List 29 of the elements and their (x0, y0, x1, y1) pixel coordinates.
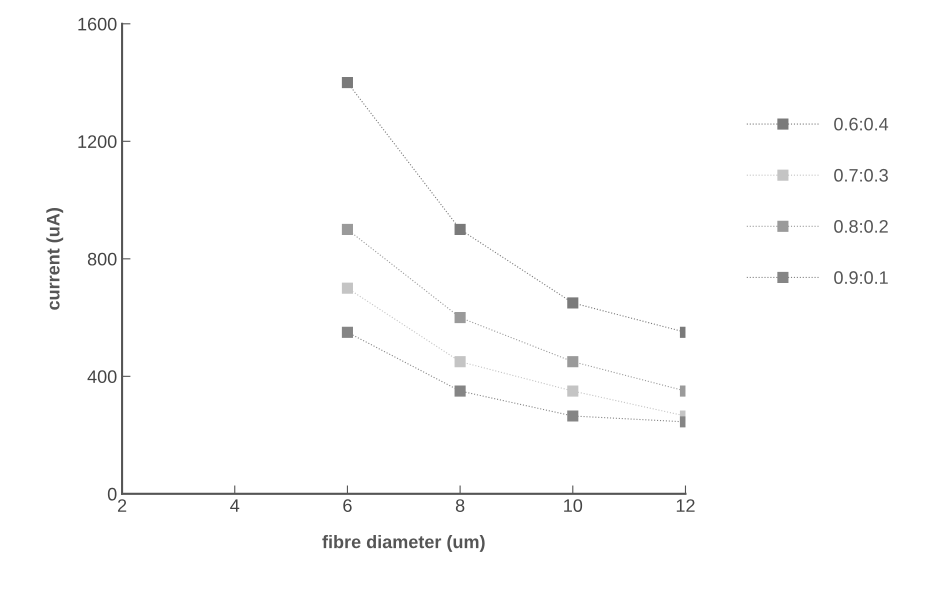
point (342, 326, 353, 338)
y-axis-title: current (uA) (46, 208, 64, 310)
x-tick-label: 12 (676, 499, 695, 512)
legend-label: 0.7:0.3 (834, 168, 888, 182)
point (454, 356, 466, 368)
point (567, 385, 578, 397)
point (454, 312, 466, 324)
y-tick-label: 800 (88, 252, 117, 266)
point (342, 282, 353, 294)
legend-label: 0.9:0.1 (834, 271, 888, 284)
x-tick-label: 10 (564, 499, 582, 512)
legend-label: 0.6:0.4 (834, 118, 888, 131)
x-axis-title: fibre diameter (um) (322, 534, 485, 552)
y-tick-label: 0 (108, 488, 117, 501)
legend-label: 0.8:0.2 (834, 220, 888, 233)
point (454, 224, 466, 236)
x-tick-label: 6 (343, 499, 352, 512)
point (567, 356, 578, 368)
y-tick-label: 400 (88, 370, 117, 384)
point (567, 297, 578, 308)
point (342, 224, 353, 236)
x-tick-label: 2 (118, 499, 126, 512)
y-tick-label: 1600 (78, 18, 117, 31)
point (567, 410, 578, 422)
point (342, 77, 353, 88)
x-tick-label: 8 (456, 499, 464, 512)
x-tick-label: 4 (230, 499, 240, 512)
point (454, 385, 466, 397)
y-tick-label: 1200 (78, 135, 117, 148)
